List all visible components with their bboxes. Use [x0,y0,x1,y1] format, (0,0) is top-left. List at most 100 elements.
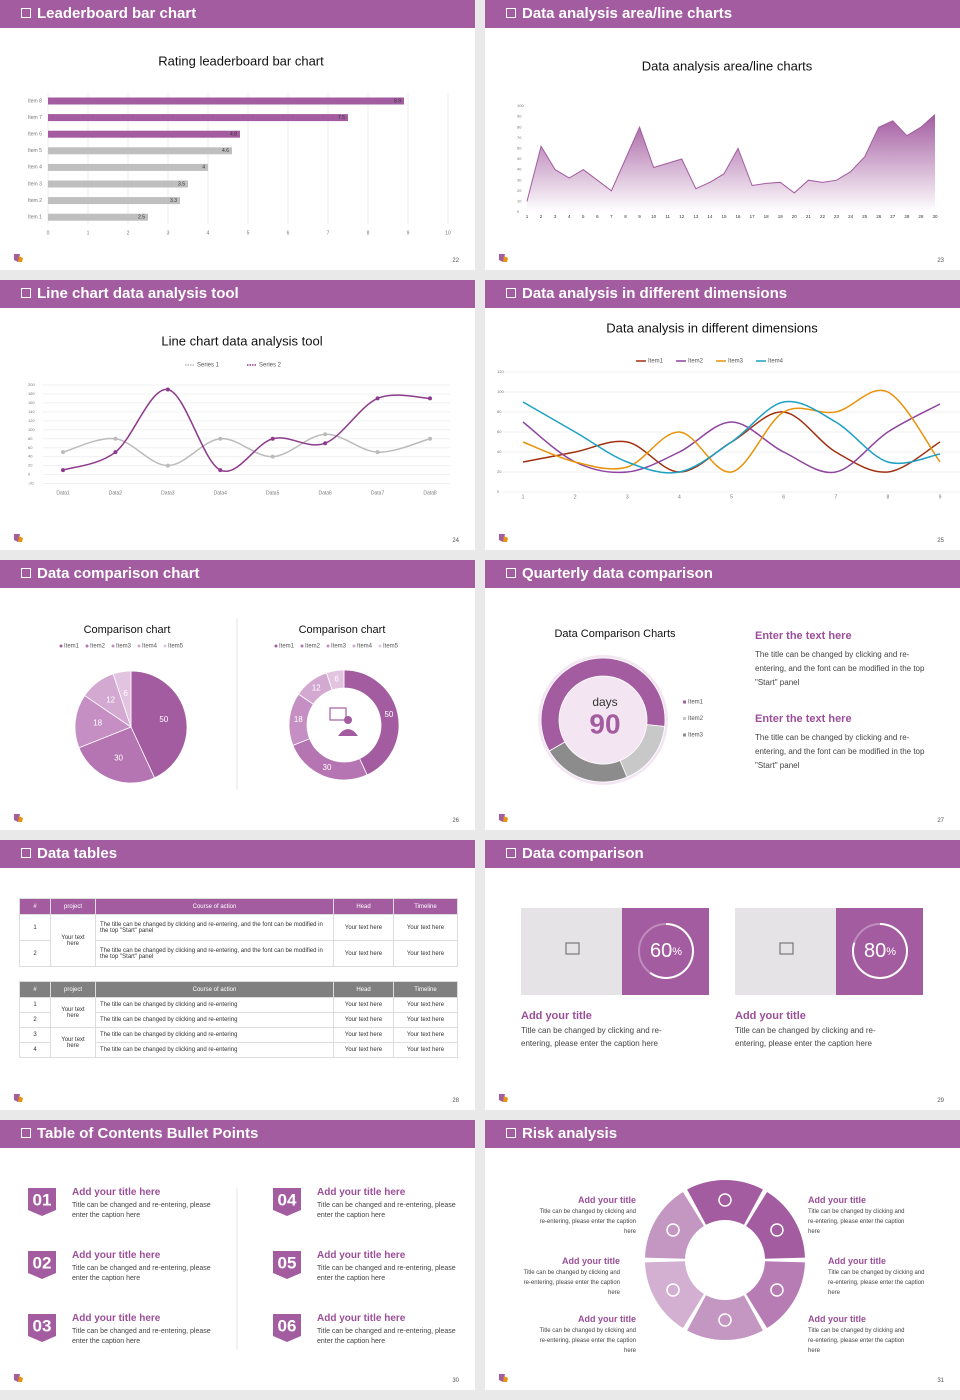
risk-segment [687,1295,763,1340]
category-label: Item 4 [28,165,42,171]
legend-swatch [378,644,382,648]
logo [503,536,508,542]
x-tick-label: 1 [526,214,529,219]
icon-head [344,716,352,724]
value-unit: % [886,946,896,958]
slide-graphics: Data analysis area/line charts 0 10 20 30 40 5… [499,58,938,262]
point [428,436,432,441]
block-heading: Enter the text here [755,630,852,642]
percent-value: 80% [864,940,896,962]
item-number: 03 [33,1316,52,1335]
x-tick-label: 3 [554,214,557,219]
point [270,436,275,441]
image-icon [565,942,580,955]
legend-label: Series 1 [197,363,220,369]
x-tick-label: 16 [736,214,742,219]
table-cell: 3 [19,1027,51,1043]
table-cell: 2 [19,940,51,967]
category-label: Item 1 [28,215,42,221]
slide-title: Table of Contents Bullet Points [37,1125,259,1142]
x-tick-label: 17 [750,214,756,219]
risk-title: Add your title [808,1195,866,1205]
center-label: days [592,695,617,709]
x-tick-label: Data1 [56,490,70,496]
value-label: 6 [123,689,128,698]
point [218,436,223,441]
point [61,450,65,455]
image-panel [521,908,622,995]
y-tick-label: 20 [497,469,502,474]
column-header: Timeline [393,981,458,998]
x-tick-label: 25 [862,214,868,219]
table-cell: Your text here [333,940,394,967]
number-badge [273,1188,301,1216]
table-cell: The title can be changed by clicking and… [95,1027,334,1043]
x-tick-label: Data3 [161,490,175,496]
x-tick-label: 1 [522,494,525,500]
x-tick-label: 6 [596,214,599,219]
value-panel [622,908,709,995]
y-tick-label: 80 [517,124,522,129]
card-title: Add your title [735,1010,806,1022]
slide-header: Data comparison [485,840,960,868]
x-tick-label: Data8 [423,490,437,496]
point [323,432,328,437]
x-tick-label: 2 [574,494,577,500]
risk-icon [770,1223,784,1237]
number-badge [273,1314,301,1342]
chart-title: Comparison chart [84,624,171,636]
x-tick-label: 12 [679,214,685,219]
page-number: 29 [937,1098,944,1104]
column-header: Timeline [393,898,458,915]
legend-swatch [326,644,330,648]
header-checkbox [506,8,516,18]
column-header: Head [333,981,394,998]
x-tick-label: 8 [886,494,889,500]
risk-caption: Title can be changed by clicking and re-… [808,1328,905,1354]
table-row: 4 The title can be changed by clicking an… [19,1042,458,1058]
item-caption: Title can be changed and re-entering, pl… [317,1328,456,1345]
value-label: 4.6 [222,148,229,154]
x-tick-label: 30 [932,214,938,219]
slice [74,695,132,749]
x-tick-label: 5 [730,494,733,500]
table-cell: Your text here [393,1012,458,1028]
table-cell: Your text here [333,1042,394,1058]
item-caption: Title can be changed and re-entering, pl… [317,1265,456,1282]
table-cell: Your text here [393,1027,458,1043]
x-tick-label: 7 [834,494,837,500]
risk-segment [746,1191,805,1259]
table-cell: Your text here [50,1027,96,1058]
slide-graphics: 60% 80% [499,908,923,1102]
bar [48,97,404,105]
slide-header: Leaderboard bar chart [0,0,475,28]
table-cell: The title can be changed by clicking and… [95,1042,334,1058]
logo [18,1376,23,1382]
page-number: 25 [937,538,944,544]
y-tick-label: 0 [497,489,500,494]
risk-title: Add your title [828,1256,886,1266]
slide-header: Data comparison chart [0,560,475,588]
y-tick-label: 70 [517,135,522,140]
icon-body [338,729,358,736]
risk-icon [770,1283,784,1297]
legend-swatch [300,644,304,648]
item-number: 06 [278,1316,297,1335]
y-tick-label: 80 [497,409,502,414]
x-tick-label: 6 [287,230,290,236]
block-heading: Enter the text here [755,713,852,725]
y-tick-label: 40 [497,449,502,454]
risk-title: Add your title [578,1195,636,1205]
item-caption: Title can be changed and re-entering, pl… [72,1202,211,1219]
category-label: Item 5 [28,148,42,154]
y-tick-label: 140 [28,409,35,414]
legend-label: Item2 [688,716,704,722]
slice [548,741,628,783]
header-checkbox [21,568,31,578]
chart-title: Line chart data analysis tool [161,333,322,348]
x-tick-label: 3 [167,230,170,236]
page-number: 26 [452,818,459,824]
bar [48,197,180,205]
